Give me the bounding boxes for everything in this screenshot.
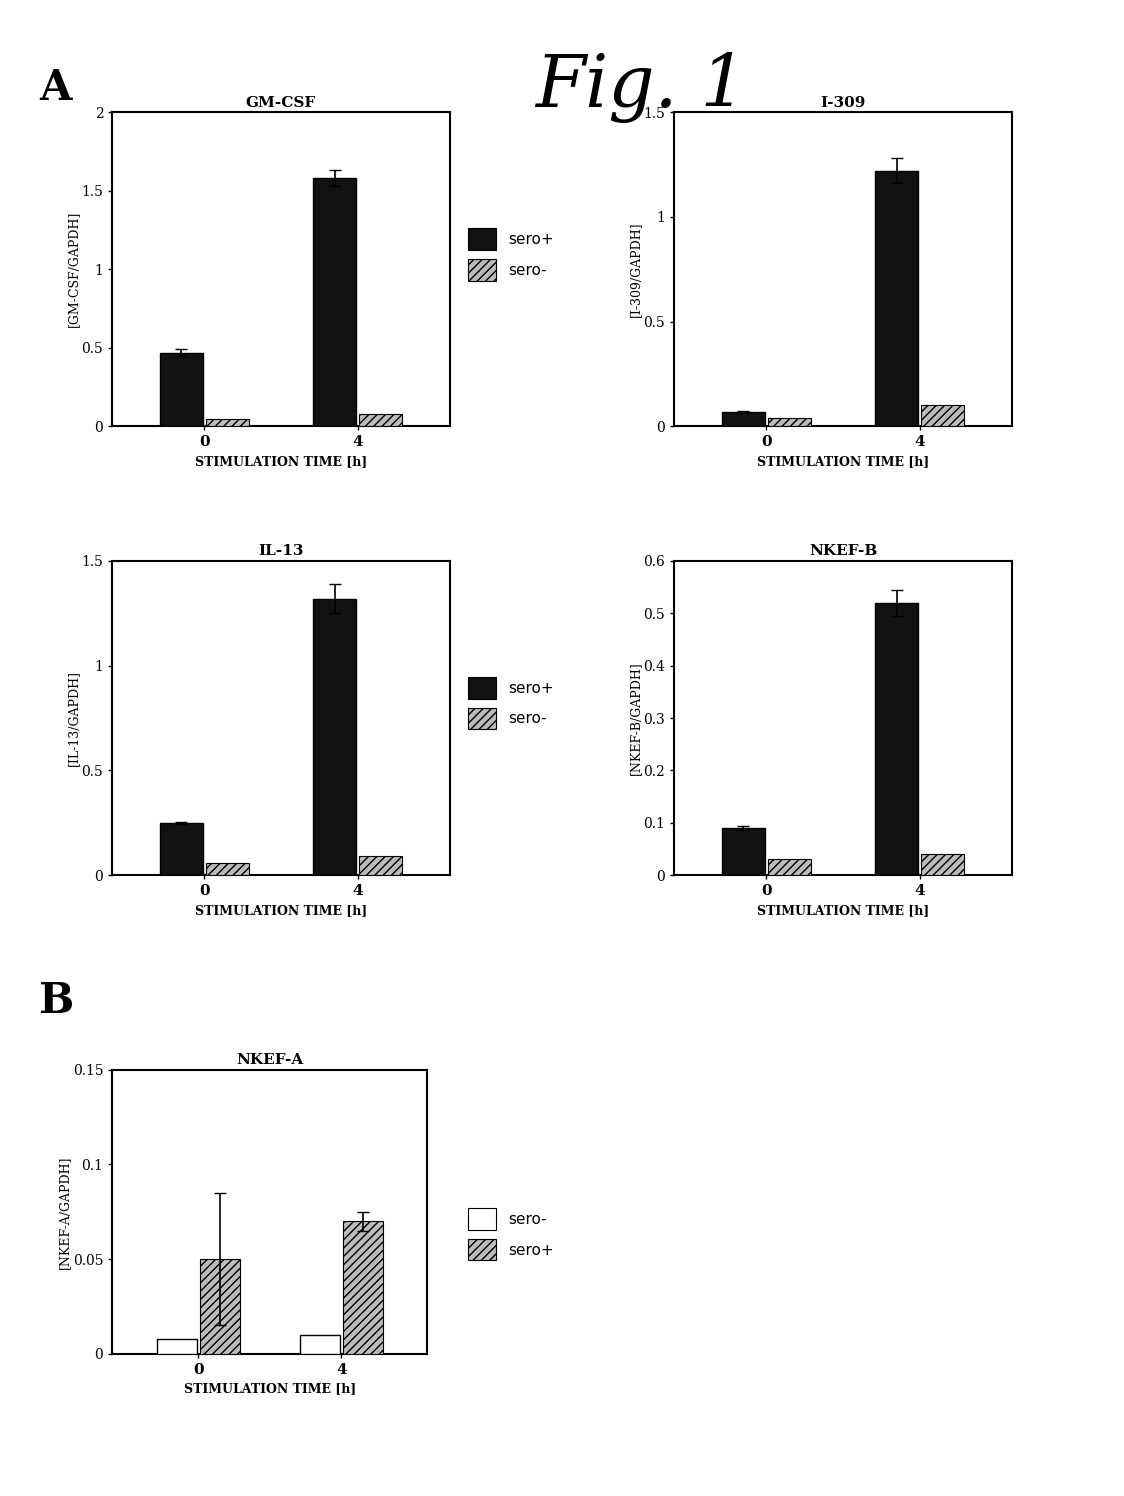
Bar <box>876 603 918 875</box>
X-axis label: STIMULATION TIME [h]: STIMULATION TIME [h] <box>194 455 368 468</box>
X-axis label: STIMULATION TIME [h]: STIMULATION TIME [h] <box>756 455 930 468</box>
Legend: sero+, sero-: sero+, sero- <box>469 676 554 730</box>
Bar <box>360 414 402 426</box>
Bar <box>314 598 356 875</box>
Bar <box>343 1221 383 1354</box>
Bar <box>922 405 964 426</box>
Text: A: A <box>39 67 72 109</box>
Legend: sero-, sero+: sero-, sero+ <box>469 1207 554 1261</box>
Bar <box>360 856 402 875</box>
Bar <box>768 417 810 426</box>
Bar <box>768 860 810 875</box>
Bar <box>300 1334 339 1354</box>
X-axis label: STIMULATION TIME [h]: STIMULATION TIME [h] <box>194 904 368 917</box>
Text: B: B <box>39 980 74 1022</box>
Y-axis label: [GM-CSF/GAPDH]: [GM-CSF/GAPDH] <box>67 211 80 328</box>
Y-axis label: [IL-13/GAPDH]: [IL-13/GAPDH] <box>67 670 80 766</box>
Y-axis label: [NKEF-B/GAPDH]: [NKEF-B/GAPDH] <box>629 661 642 775</box>
Bar <box>206 419 248 426</box>
Bar <box>156 1339 197 1354</box>
Title: IL-13: IL-13 <box>259 545 303 558</box>
Title: I-309: I-309 <box>821 96 865 109</box>
Bar <box>722 829 764 875</box>
Bar <box>160 823 202 875</box>
X-axis label: STIMULATION TIME [h]: STIMULATION TIME [h] <box>183 1382 356 1396</box>
Text: Fig. 1: Fig. 1 <box>535 52 746 123</box>
Title: GM-CSF: GM-CSF <box>246 96 316 109</box>
Y-axis label: [I-309/GAPDH]: [I-309/GAPDH] <box>629 221 642 317</box>
Bar <box>200 1260 239 1354</box>
Title: NKEF-A: NKEF-A <box>236 1053 303 1067</box>
Bar <box>722 411 764 426</box>
Y-axis label: [NKEF-A/GAPDH]: [NKEF-A/GAPDH] <box>58 1155 71 1269</box>
Bar <box>160 353 202 426</box>
Bar <box>206 863 248 875</box>
Bar <box>922 854 964 875</box>
Bar <box>876 171 918 426</box>
Legend: sero+, sero-: sero+, sero- <box>469 227 554 281</box>
Bar <box>314 178 356 426</box>
X-axis label: STIMULATION TIME [h]: STIMULATION TIME [h] <box>756 904 930 917</box>
Title: NKEF-B: NKEF-B <box>809 545 877 558</box>
